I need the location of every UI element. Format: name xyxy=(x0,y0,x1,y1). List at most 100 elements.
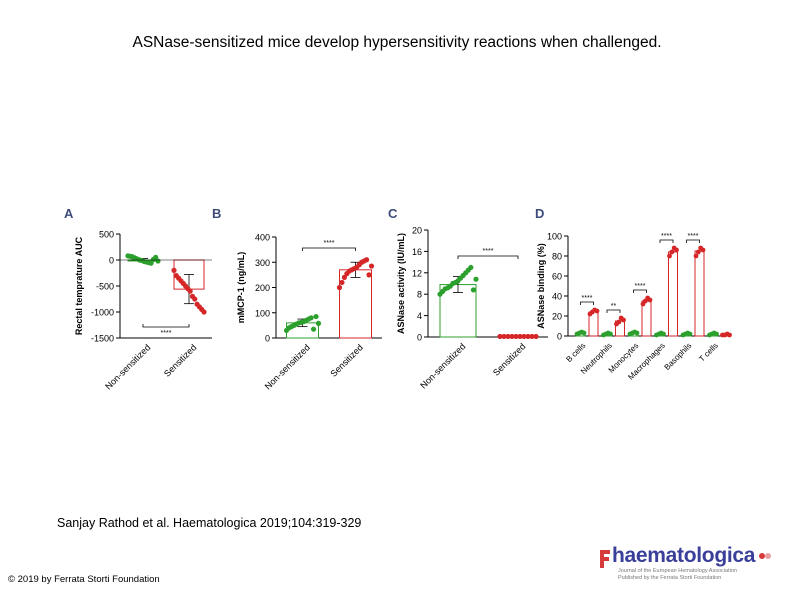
x-tick-label: Sensitized xyxy=(328,342,364,378)
x-tick-label: Non-sensitized xyxy=(263,342,312,391)
publisher-logo: haematologica Journal of the European He… xyxy=(598,544,788,581)
logo-subtitle-2: Published by the Ferrata Storti Foundati… xyxy=(618,575,722,581)
x-tick-label: Sensitized xyxy=(162,342,198,378)
y-axis-label: ASNase binding (%) xyxy=(536,243,546,329)
y-tick-label: 0 xyxy=(265,334,270,344)
data-point xyxy=(621,317,626,323)
copyright-text: © 2019 by Ferrata Storti Foundation xyxy=(8,574,160,585)
data-point xyxy=(525,333,531,340)
significance-bracket xyxy=(457,255,519,259)
data-point xyxy=(669,249,675,255)
data-point xyxy=(647,297,653,303)
data-point xyxy=(310,326,317,332)
data-point xyxy=(187,288,193,294)
significance-bracket xyxy=(606,309,621,313)
data-point xyxy=(363,257,370,263)
logo-subtitle-1: Journal of the European Hematology Assoc… xyxy=(618,568,737,574)
x-tick-label: Non-sensitized xyxy=(418,341,467,390)
y-tick-label: 8 xyxy=(417,290,422,300)
y-tick-label: -500 xyxy=(96,282,114,292)
data-point xyxy=(501,333,507,340)
y-tick-label: 80 xyxy=(552,252,562,262)
data-point xyxy=(171,267,177,273)
data-point xyxy=(667,253,672,259)
logo-mark-icon xyxy=(600,550,610,568)
significance-bracket xyxy=(633,289,647,293)
page-title: ASNase-sensitized mice develop hypersens… xyxy=(132,34,662,51)
data-point xyxy=(201,309,207,315)
y-tick-label: 300 xyxy=(255,258,270,268)
logo-wordmark: haematologica xyxy=(612,544,756,567)
y-tick-label: 500 xyxy=(99,230,114,240)
data-point xyxy=(529,333,535,340)
data-point xyxy=(513,333,519,340)
significance-bracket xyxy=(302,247,356,251)
significance-bracket xyxy=(659,239,674,243)
significance-label: **** xyxy=(635,283,646,290)
data-point xyxy=(661,331,666,337)
y-tick-label: 0 xyxy=(109,256,114,266)
y-tick-label: -1500 xyxy=(91,334,114,344)
citation-text: Sanjay Rathod et al. Haematologica 2019;… xyxy=(57,516,362,530)
data-point xyxy=(336,284,343,291)
data-point xyxy=(497,333,503,340)
data-point xyxy=(368,263,375,269)
data-point xyxy=(608,331,613,337)
significance-bracket xyxy=(686,239,700,243)
y-tick-label: 20 xyxy=(552,312,562,322)
data-point xyxy=(308,315,314,321)
data-point xyxy=(581,330,587,336)
data-point xyxy=(674,247,679,253)
significance-bracket xyxy=(142,324,190,328)
y-tick-label: 60 xyxy=(552,272,562,282)
x-tick-label: Basophils xyxy=(663,341,694,372)
logo-badge-icon xyxy=(759,553,771,559)
data-point xyxy=(616,319,622,325)
data-point xyxy=(315,320,322,326)
bar-sensitized xyxy=(668,251,678,337)
significance-bracket xyxy=(580,301,594,305)
data-point xyxy=(366,272,372,278)
data-point xyxy=(695,249,701,255)
significance-label: ** xyxy=(611,303,617,310)
data-point xyxy=(533,333,539,340)
data-point xyxy=(517,333,523,340)
y-tick-label: 100 xyxy=(255,308,270,318)
significance-label: **** xyxy=(661,233,672,240)
data-point xyxy=(470,287,477,293)
panel-letter-b: B xyxy=(212,206,221,221)
data-point xyxy=(700,247,706,253)
data-point xyxy=(594,308,600,314)
data-point xyxy=(313,313,319,320)
y-tick-label: 0 xyxy=(417,333,422,343)
data-point xyxy=(339,279,345,286)
bar-sensitized xyxy=(339,269,372,339)
y-tick-label: 16 xyxy=(412,247,422,257)
data-point xyxy=(341,274,348,280)
significance-label: **** xyxy=(582,295,593,302)
x-tick-label: Non-sensitized xyxy=(103,342,152,391)
data-point xyxy=(693,253,699,259)
panel-letter-d: D xyxy=(535,206,544,221)
y-tick-label: 400 xyxy=(255,233,270,243)
significance-label: **** xyxy=(688,233,699,240)
y-tick-label: 12 xyxy=(412,268,422,278)
y-tick-label: 40 xyxy=(552,292,562,302)
x-tick-label: Sensitized xyxy=(491,341,527,377)
y-tick-label: -1000 xyxy=(91,308,114,318)
y-tick-label: 4 xyxy=(417,311,422,321)
panel-letter-a: A xyxy=(64,206,74,221)
panel-letter-c: C xyxy=(388,206,398,221)
y-axis-label: mMCP-1 (ng/mL) xyxy=(236,252,246,324)
data-point xyxy=(634,330,640,336)
data-point xyxy=(687,331,693,337)
y-tick-label: 200 xyxy=(255,283,270,293)
y-tick-label: 100 xyxy=(547,232,562,242)
data-point xyxy=(468,264,474,271)
data-point xyxy=(473,276,479,282)
data-point xyxy=(155,258,161,264)
data-point xyxy=(509,333,515,340)
data-point xyxy=(714,331,719,337)
y-tick-label: 0 xyxy=(557,332,562,342)
data-point xyxy=(505,333,511,340)
